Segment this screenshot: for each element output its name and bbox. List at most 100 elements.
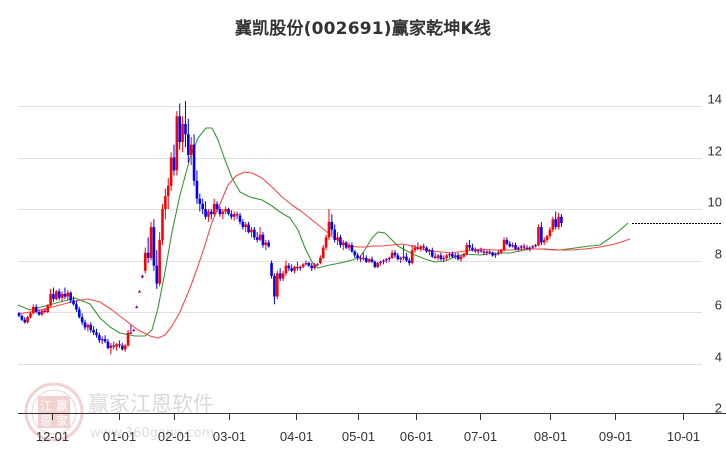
candle [416,242,420,251]
candle [158,232,161,287]
candle-body [189,144,193,155]
candle [26,315,29,324]
candle [103,335,107,343]
candle [230,210,233,220]
candle [169,152,173,191]
candle-body [129,332,133,334]
candle-body [261,234,265,246]
candle [528,246,532,252]
candle [135,305,138,309]
candle [98,332,101,343]
candle [32,304,35,315]
candle [488,250,491,255]
candle-body [224,209,227,212]
candle-body [474,250,477,252]
candle-body [201,203,204,209]
candle [77,306,81,319]
candle-body [264,242,268,246]
watermark: 江 赢 恩 家 赢家江恩软件 www.360gann.com [24,382,214,442]
candle-body [296,266,299,269]
candle-body [347,245,351,248]
candle-body [284,265,288,274]
candle [123,344,127,352]
candle-body [69,292,72,301]
candle-body [367,259,371,262]
candle-body [453,255,457,257]
candle-body [258,234,262,240]
candle [471,243,474,252]
candle [339,234,342,248]
candle [201,198,204,215]
candle [534,243,537,248]
candle [316,263,319,266]
candle-body [525,247,529,249]
candle [359,255,362,262]
candle [258,227,262,242]
candle-body [519,246,523,248]
ma-line [17,127,629,337]
candle [192,134,196,186]
candle [287,263,291,271]
candle-body [23,319,27,323]
candle [419,245,423,252]
candle-body [238,215,242,222]
candle-body [103,339,107,342]
x-tick-label: 10-01 [667,429,700,444]
candle-body [370,259,374,262]
candle-body [413,247,417,251]
candle-body [218,209,222,215]
watermark-brand: 赢家江恩软件 [88,392,214,416]
candle [557,212,560,230]
candle-body [34,306,38,312]
candle [141,274,144,279]
candle [439,252,443,261]
candle-body [554,219,557,228]
candle-body [166,185,170,197]
candle-body [560,216,563,224]
candle [66,290,70,301]
candle [399,256,403,264]
candle-body [528,247,532,249]
candle [276,270,279,300]
candle [89,322,93,333]
candle [166,178,170,209]
candle [46,304,49,314]
candle-body [149,227,153,258]
candle-body [17,313,21,316]
candle [184,100,187,148]
y-tick-label: 8 [715,247,722,262]
candle-body [542,239,546,243]
candle-body [298,266,302,269]
candle-body [319,257,322,264]
candle [224,206,227,215]
candle-body [230,214,233,217]
candle-body [307,263,311,266]
candle [379,260,382,266]
candle-body [29,313,32,318]
candle [390,250,394,260]
candle-body [456,255,460,260]
candle-body [364,257,368,262]
candle [531,245,535,249]
candle [545,234,549,243]
candle-body [465,245,469,255]
candle [209,209,213,220]
candle [301,263,305,269]
candle-body [356,255,359,258]
candle-body [204,209,207,217]
candle [453,252,457,260]
candle [80,313,84,325]
candle [304,260,308,266]
candle [247,221,250,234]
candle [218,206,222,217]
candle [149,221,153,261]
candle [281,270,285,282]
candle-body [158,239,161,284]
candle-body [373,261,377,267]
seal-char-3: 恩 [40,414,52,428]
candle-body [436,255,440,258]
candle [55,290,58,301]
candle [204,201,207,220]
candle-body [433,256,437,258]
candle [43,308,47,314]
